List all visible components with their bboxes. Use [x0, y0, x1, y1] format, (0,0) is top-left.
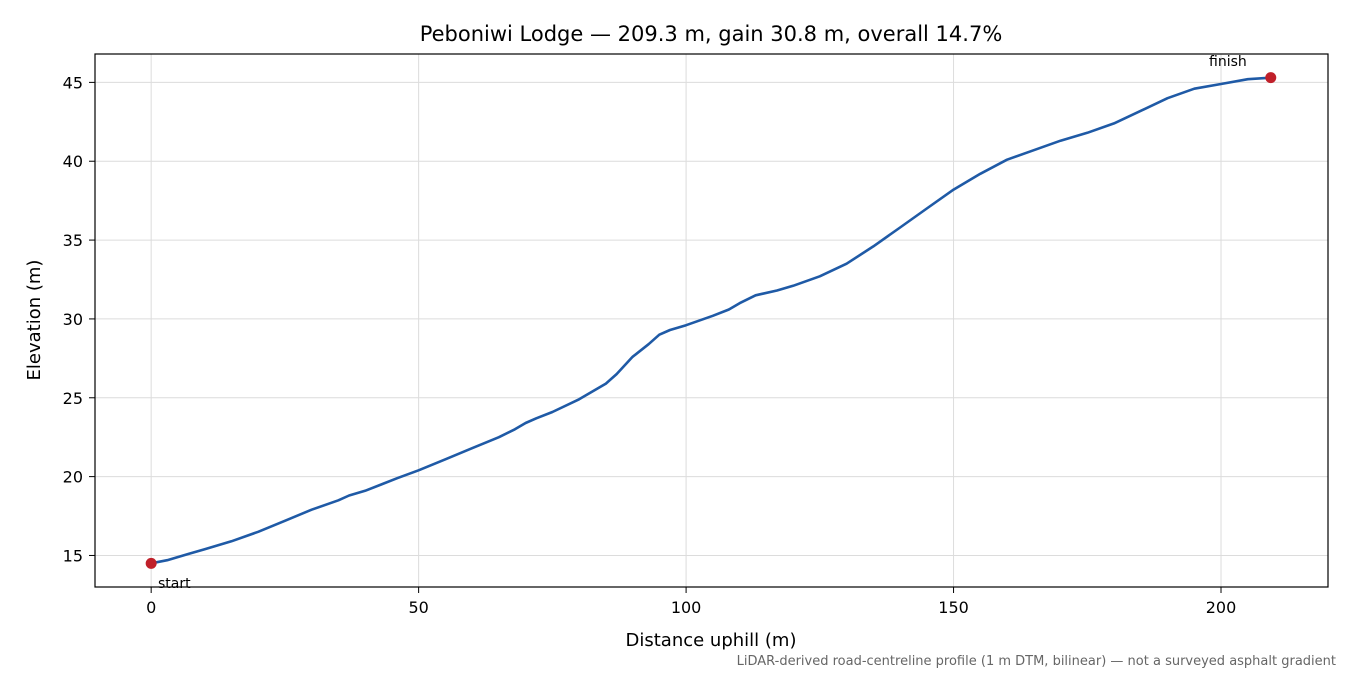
x-tick-label: 50	[408, 598, 428, 617]
y-tick-label: 45	[63, 73, 83, 92]
y-tick-label: 25	[63, 389, 83, 408]
start-annotation: start	[158, 576, 191, 592]
chart-title: Peboniwi Lodge — 209.3 m, gain 30.8 m, o…	[420, 22, 1003, 46]
plot-area-frame	[94, 53, 1329, 588]
y-tick-label: 20	[63, 468, 83, 487]
start-point-marker	[145, 557, 157, 569]
x-tick-label: 0	[146, 598, 156, 617]
finish-annotation: finish	[1209, 54, 1247, 70]
data-source-footnote: LiDAR-derived road-centreline profile (1…	[737, 654, 1336, 669]
y-tick-label: 30	[63, 310, 83, 329]
x-tick-label: 200	[1206, 598, 1237, 617]
y-tick-label: 40	[63, 152, 83, 171]
series-layer	[149, 76, 1273, 565]
y-tick-label: 15	[63, 546, 83, 565]
elevation-series-line	[149, 76, 1273, 565]
tick-layer: 0 50 100 150 200 15 20 25 30 35 40 45	[63, 73, 1237, 617]
finish-point-marker	[1265, 72, 1277, 84]
y-axis-label: Elevation (m)	[24, 260, 45, 381]
marker-layer	[145, 72, 1277, 569]
grid-layer	[95, 54, 1328, 587]
x-axis-label: Distance uphill (m)	[626, 630, 797, 651]
y-tick-label: 35	[63, 231, 83, 250]
x-tick-label: 150	[938, 598, 969, 617]
x-tick-label: 100	[671, 598, 702, 617]
